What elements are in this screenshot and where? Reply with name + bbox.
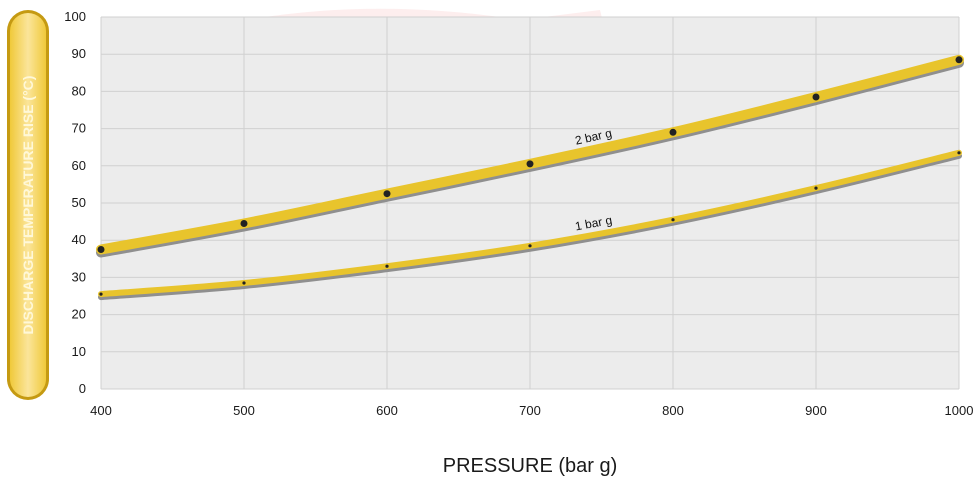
y-tick-label: 30 (72, 269, 86, 284)
y-tick-label: 90 (72, 46, 86, 61)
x-tick-label: 900 (805, 403, 827, 418)
data-point (955, 56, 963, 64)
data-point (240, 220, 248, 227)
y-tick-label: 80 (72, 83, 86, 98)
x-tick-label: 700 (519, 403, 541, 418)
y-tick-label: 10 (72, 344, 86, 359)
x-tick-label: 400 (90, 403, 112, 418)
x-axis-label: PRESSURE (bar g) (443, 455, 618, 477)
data-point (814, 186, 818, 190)
y-axis-label: DISCHARGE TEMPERATURE RISE (°C) (20, 76, 36, 335)
y-axis-label-pill: DISCHARGE TEMPERATURE RISE (°C) (7, 10, 49, 400)
y-tick-label: 50 (72, 195, 86, 210)
y-tick-label: 70 (72, 121, 86, 136)
data-point (812, 93, 820, 101)
y-tick-label: 20 (72, 307, 86, 322)
data-point (99, 292, 103, 296)
data-point (526, 160, 534, 168)
grid (100, 16, 960, 390)
data-points (97, 56, 963, 296)
data-point (957, 151, 961, 155)
data-point (385, 264, 389, 268)
data-point (671, 218, 675, 222)
x-tick-label: 500 (233, 403, 255, 418)
x-tick-label: 1000 (945, 403, 974, 418)
data-point (669, 128, 677, 136)
x-tick-label: 600 (376, 403, 398, 418)
data-point (383, 190, 391, 198)
series-label: 1 bar g (574, 213, 613, 233)
data-point (97, 246, 105, 253)
data-point (242, 281, 246, 285)
x-tick-label: 800 (662, 403, 684, 418)
data-point (528, 244, 532, 248)
y-tick-label: 60 (72, 158, 86, 173)
tick-labels: 0 10 20 30 40 50 60 70 80 90 100 400 500 600 700 800 900… (64, 9, 973, 418)
y-tick-label: 40 (72, 232, 86, 247)
y-tick-label: 100 (64, 9, 86, 24)
y-tick-label: 0 (79, 381, 86, 396)
